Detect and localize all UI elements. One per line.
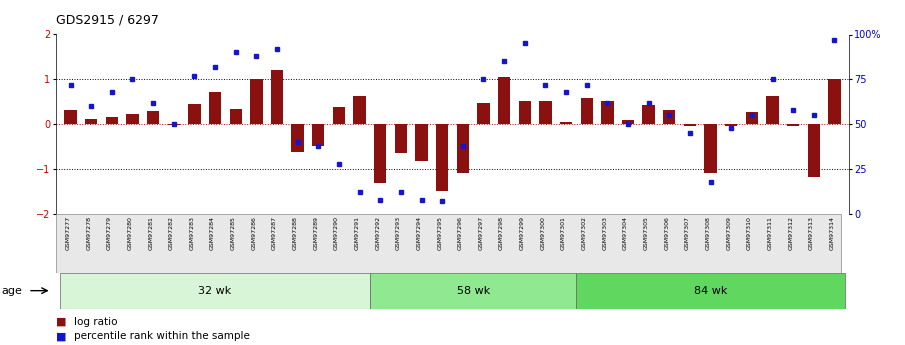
Bar <box>725 124 738 126</box>
Bar <box>188 104 201 124</box>
Text: GSM97286: GSM97286 <box>252 216 256 249</box>
Bar <box>370 273 576 309</box>
Bar <box>436 124 448 191</box>
Text: GSM97309: GSM97309 <box>726 216 731 250</box>
Bar <box>704 124 717 172</box>
Bar <box>519 101 531 124</box>
Bar <box>395 124 407 153</box>
Bar <box>312 124 325 146</box>
Text: GSM97302: GSM97302 <box>582 216 586 250</box>
Bar <box>663 110 675 124</box>
Bar <box>580 98 593 124</box>
Bar <box>415 124 428 161</box>
Text: GSM97299: GSM97299 <box>519 216 525 250</box>
Text: GSM97310: GSM97310 <box>747 216 752 249</box>
Text: GSM97296: GSM97296 <box>458 216 462 250</box>
Text: GSM97297: GSM97297 <box>479 216 483 250</box>
Text: GSM97284: GSM97284 <box>210 216 215 250</box>
Text: 58 wk: 58 wk <box>456 286 490 296</box>
Text: GSM97282: GSM97282 <box>169 216 174 250</box>
Text: GSM97280: GSM97280 <box>128 216 132 249</box>
Bar <box>85 119 98 124</box>
Bar <box>539 101 551 124</box>
Bar <box>64 110 77 124</box>
Text: GSM97291: GSM97291 <box>355 216 359 250</box>
Bar <box>457 124 469 172</box>
Text: GSM97278: GSM97278 <box>86 216 91 250</box>
Text: GSM97287: GSM97287 <box>272 216 277 250</box>
Bar <box>271 70 283 124</box>
Bar <box>601 101 614 124</box>
Text: GSM97301: GSM97301 <box>561 216 566 249</box>
Bar <box>374 124 386 184</box>
Text: GSM97281: GSM97281 <box>148 216 153 249</box>
Text: log ratio: log ratio <box>74 317 118 326</box>
Text: GSM97289: GSM97289 <box>313 216 319 250</box>
Text: GSM97306: GSM97306 <box>664 216 670 249</box>
Bar <box>61 273 370 309</box>
Text: GSM97295: GSM97295 <box>437 216 443 250</box>
Text: GSM97304: GSM97304 <box>623 216 628 250</box>
Text: GSM97303: GSM97303 <box>603 216 607 250</box>
Bar <box>353 96 366 124</box>
Bar <box>477 103 490 124</box>
Bar <box>333 107 345 124</box>
Bar <box>622 120 634 124</box>
Text: GSM97283: GSM97283 <box>189 216 195 250</box>
Text: GSM97307: GSM97307 <box>685 216 690 250</box>
Text: GSM97311: GSM97311 <box>767 216 773 249</box>
Text: GSM97314: GSM97314 <box>830 216 834 250</box>
Text: GSM97313: GSM97313 <box>809 216 814 250</box>
Text: GSM97312: GSM97312 <box>788 216 793 250</box>
Bar <box>127 114 138 124</box>
Bar <box>147 111 159 124</box>
Text: age: age <box>1 286 22 296</box>
Text: GSM97293: GSM97293 <box>395 216 401 250</box>
Text: GSM97277: GSM97277 <box>65 216 71 250</box>
Text: GSM97294: GSM97294 <box>416 216 422 250</box>
Text: GSM97298: GSM97298 <box>500 216 504 250</box>
Bar <box>807 124 820 177</box>
Text: 84 wk: 84 wk <box>694 286 728 296</box>
Bar <box>250 79 262 124</box>
Bar <box>828 79 841 124</box>
Text: percentile rank within the sample: percentile rank within the sample <box>74 332 250 341</box>
Text: 32 wk: 32 wk <box>198 286 232 296</box>
Bar <box>209 92 221 124</box>
Bar <box>767 96 778 124</box>
Bar <box>106 117 118 124</box>
Text: GSM97300: GSM97300 <box>540 216 546 249</box>
Bar <box>746 112 758 124</box>
Text: GSM97288: GSM97288 <box>292 216 298 249</box>
Text: ■: ■ <box>56 332 67 341</box>
Text: GDS2915 / 6297: GDS2915 / 6297 <box>56 14 159 27</box>
Text: GSM97292: GSM97292 <box>376 216 380 250</box>
Bar <box>560 122 572 124</box>
Text: ■: ■ <box>56 317 67 326</box>
Text: GSM97285: GSM97285 <box>231 216 235 249</box>
Bar <box>643 105 655 124</box>
Bar <box>291 124 304 152</box>
Text: GSM97279: GSM97279 <box>107 216 112 250</box>
Bar <box>787 124 799 126</box>
Bar <box>576 273 844 309</box>
Bar <box>167 124 180 125</box>
Text: GSM97305: GSM97305 <box>643 216 649 249</box>
Text: GSM97290: GSM97290 <box>334 216 339 250</box>
Text: GSM97308: GSM97308 <box>706 216 710 249</box>
Bar <box>498 77 510 124</box>
Bar <box>683 124 696 126</box>
Bar <box>230 108 242 124</box>
